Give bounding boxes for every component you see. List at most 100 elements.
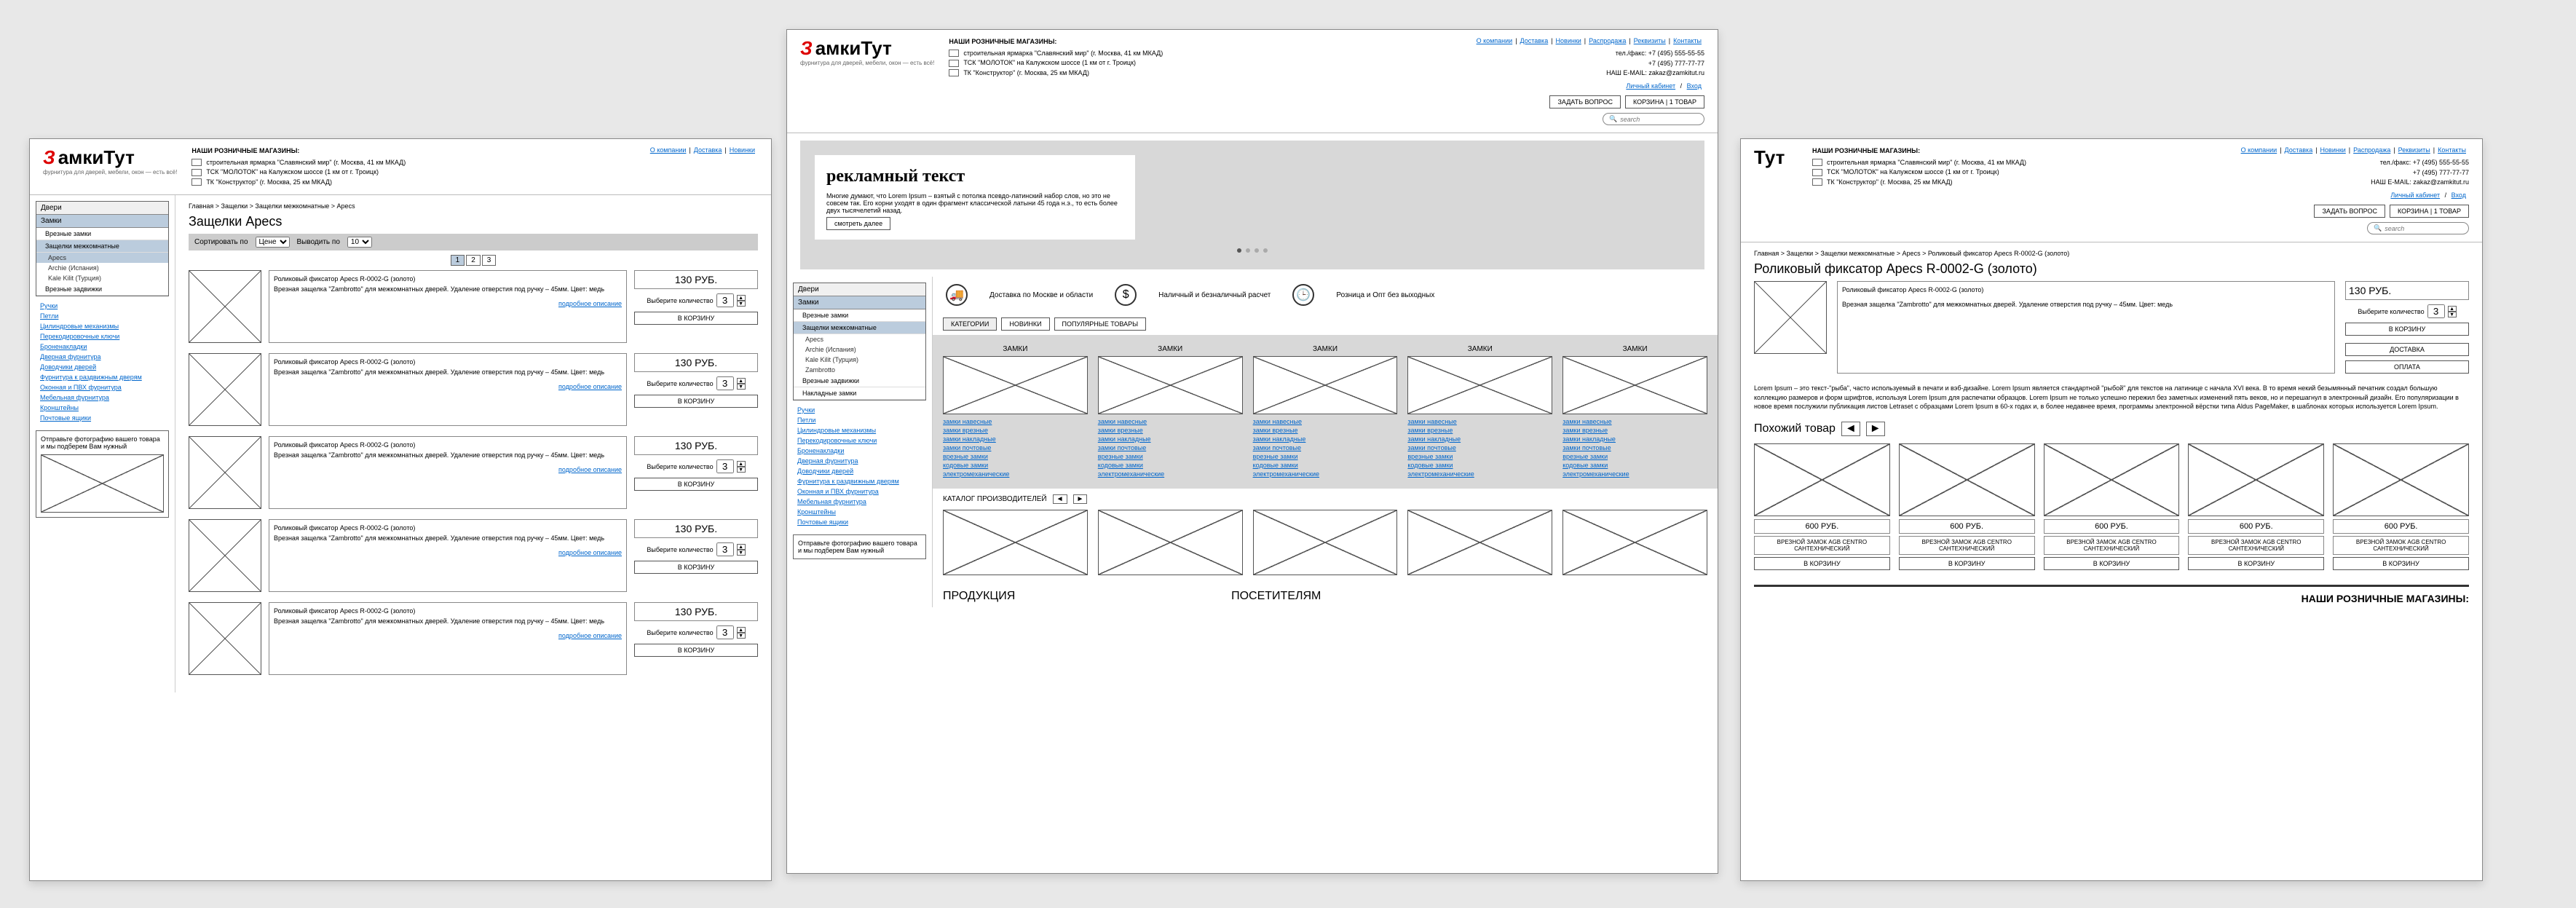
ask-button[interactable]: ЗАДАТЬ ВОПРОС <box>2314 205 2385 218</box>
category-link[interactable]: замки накладные <box>1562 435 1707 443</box>
login-link[interactable]: Вход <box>1687 82 1702 90</box>
sidebar-link[interactable]: Оконная и ПВХ фурнитура <box>793 486 926 497</box>
category-link[interactable]: электромеханические <box>943 470 1088 478</box>
qty-down-icon[interactable]: ▼ <box>737 550 746 556</box>
qty-input[interactable] <box>716 542 734 556</box>
payment-button[interactable]: ОПЛАТА <box>2345 360 2469 374</box>
category-link[interactable]: замки навесные <box>943 417 1088 426</box>
sidebar-link[interactable]: Фурнитура к раздвижным дверям <box>36 372 169 382</box>
sidebar-brand[interactable]: Archie (Испания) <box>794 344 925 355</box>
qty-up-icon[interactable]: ▲ <box>737 461 746 467</box>
qty-up-icon[interactable]: ▲ <box>737 544 746 550</box>
sidebar-sub[interactable]: Врезные задвижки <box>794 375 925 387</box>
category-link[interactable]: врезные замки <box>1407 452 1552 461</box>
add-to-cart-button[interactable]: В КОРЗИНУ <box>2345 323 2469 336</box>
category-link[interactable]: замки почтовые <box>1253 443 1398 452</box>
category-link[interactable]: замки накладные <box>1407 435 1552 443</box>
category-link[interactable]: замки врезные <box>1562 426 1707 435</box>
category-link[interactable]: электромеханические <box>1253 470 1398 478</box>
nav-link[interactable]: Реквизиты <box>1634 37 1666 44</box>
category-link[interactable]: замки почтовые <box>1098 443 1243 452</box>
category-link[interactable]: замки врезные <box>1407 426 1552 435</box>
nav-link[interactable]: Распродажа <box>2353 146 2390 154</box>
nav-link[interactable]: Контакты <box>1673 37 1702 44</box>
cart-button[interactable]: КОРЗИНА | 1 ТОВАР <box>1625 95 1704 108</box>
sidebar-link[interactable]: Почтовые ящики <box>793 517 926 527</box>
qty-down-icon[interactable]: ▼ <box>737 384 746 390</box>
nav-link[interactable]: О компании <box>2241 146 2277 154</box>
sidebar-sub[interactable]: Врезные замки <box>36 228 168 240</box>
cabinet-link[interactable]: Личный кабинет <box>2390 192 2440 199</box>
sidebar-link[interactable]: Доводчики дверей <box>36 362 169 372</box>
search-input[interactable] <box>2385 225 2462 232</box>
sidebar-brand[interactable]: Apecs <box>794 334 925 344</box>
more-link[interactable]: подробное описание <box>558 383 622 390</box>
nav-link[interactable]: Новинки <box>1556 37 1581 44</box>
nav-link[interactable]: О компании <box>1477 37 1513 44</box>
dot[interactable] <box>1246 248 1250 253</box>
similar-next-icon[interactable]: ► <box>1866 422 1885 436</box>
category-link[interactable]: врезные замки <box>943 452 1088 461</box>
nav-link[interactable]: Распродажа <box>1589 37 1626 44</box>
sidebar-brand[interactable]: Archie (Испания) <box>36 263 168 273</box>
sidebar-link[interactable]: Ручки <box>793 405 926 415</box>
category-link[interactable]: замки почтовые <box>1562 443 1707 452</box>
nav-link[interactable]: Новинки <box>730 146 755 154</box>
more-link[interactable]: подробное описание <box>558 466 622 473</box>
nav-link[interactable]: Доставка <box>2285 146 2313 154</box>
mfr-prev-icon[interactable]: ◄ <box>1053 494 1067 504</box>
sidebar-brand[interactable]: Kale Kilit (Турция) <box>794 355 925 365</box>
category-link[interactable]: замки врезные <box>1253 426 1398 435</box>
sidebar-link[interactable]: Перекодировочные ключи <box>36 331 169 342</box>
category-link[interactable]: врезные замки <box>1098 452 1243 461</box>
sidebar-link[interactable]: Перекодировочные ключи <box>793 435 926 446</box>
dot[interactable] <box>1263 248 1268 253</box>
similar-image[interactable] <box>2188 443 2324 516</box>
ask-button[interactable]: ЗАДАТЬ ВОПРОС <box>1549 95 1621 108</box>
sidebar-link[interactable]: Дверная фурнитура <box>36 352 169 362</box>
mfr-next-icon[interactable]: ► <box>1073 494 1088 504</box>
sidebar-group[interactable]: Двери <box>36 202 168 215</box>
sidebar-sub[interactable]: Врезные замки <box>794 309 925 322</box>
product-image[interactable] <box>189 270 261 343</box>
category-link[interactable]: врезные замки <box>1253 452 1398 461</box>
product-image[interactable] <box>189 436 261 509</box>
sidebar-link[interactable]: Петли <box>36 311 169 321</box>
qty-input[interactable] <box>716 459 734 473</box>
logo[interactable]: ЗамкиТут фурнитура для дверей, мебели, о… <box>800 37 934 125</box>
category-link[interactable]: кодовые замки <box>1098 461 1243 470</box>
add-to-cart-button[interactable]: В КОРЗИНУ <box>634 478 758 491</box>
category-image[interactable] <box>1562 356 1707 414</box>
qty-input[interactable] <box>716 376 734 390</box>
product-image[interactable] <box>189 353 261 426</box>
page-number[interactable]: 2 <box>466 255 481 266</box>
dot[interactable] <box>1255 248 1259 253</box>
category-link[interactable]: замки накладные <box>1098 435 1243 443</box>
tab-new[interactable]: НОВИНКИ <box>1001 317 1049 331</box>
category-link[interactable]: замки навесные <box>1407 417 1552 426</box>
category-image[interactable] <box>1253 356 1398 414</box>
category-link[interactable]: кодовые замки <box>1562 461 1707 470</box>
sidebar-link[interactable]: Оконная и ПВХ фурнитура <box>36 382 169 392</box>
category-link[interactable]: электромеханические <box>1407 470 1552 478</box>
category-link[interactable]: замки навесные <box>1562 417 1707 426</box>
upload-box[interactable]: Отправьте фотографию вашего товара и мы … <box>36 430 169 518</box>
more-link[interactable]: подробное описание <box>558 300 622 307</box>
sidebar-link[interactable]: Мебельная фурнитура <box>36 392 169 403</box>
product-image[interactable] <box>189 602 261 675</box>
qty-up-icon[interactable]: ▲ <box>737 627 746 633</box>
sidebar-link[interactable]: Цилиндровые механизмы <box>36 321 169 331</box>
add-to-cart-button[interactable]: В КОРЗИНУ <box>634 561 758 574</box>
add-to-cart-button[interactable]: В КОРЗИНУ <box>634 395 758 408</box>
more-link[interactable]: подробное описание <box>558 549 622 556</box>
add-to-cart-button[interactable]: В КОРЗИНУ <box>2333 557 2469 570</box>
similar-image[interactable] <box>2333 443 2469 516</box>
add-to-cart-button[interactable]: В КОРЗИНУ <box>634 644 758 657</box>
cart-button[interactable]: КОРЗИНА | 1 ТОВАР <box>2390 205 2469 218</box>
category-image[interactable] <box>1407 356 1552 414</box>
breadcrumb[interactable]: Главная > Защелки > Защелки межкомнатные… <box>1754 250 2469 257</box>
manufacturer-logo[interactable] <box>1098 510 1243 575</box>
category-link[interactable]: замки почтовые <box>1407 443 1552 452</box>
category-link[interactable]: замки почтовые <box>943 443 1088 452</box>
category-link[interactable]: замки навесные <box>1253 417 1398 426</box>
